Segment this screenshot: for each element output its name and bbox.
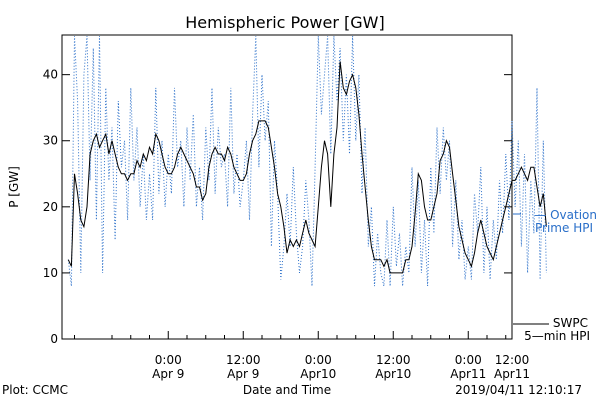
- series-swpc: [67, 61, 547, 274]
- y-axis: 0 10 20 30 40: [43, 68, 512, 346]
- plot-frame: [61, 34, 513, 340]
- x-tick-time-label: 0:00: [305, 353, 332, 367]
- chart-title: Hemispheric Power [GW]: [185, 13, 384, 32]
- x-tick-time-label: 0:00: [455, 353, 482, 367]
- y-axis-label: P [GW]: [7, 166, 21, 208]
- y-tick-label: 30: [43, 134, 58, 148]
- legend-swpc-line2: 5—min HPI: [524, 329, 590, 343]
- footer-source: Plot: CCMC: [2, 383, 68, 397]
- x-tick-time-label: 12:00: [376, 353, 411, 367]
- x-tick-date-label: Apr11: [450, 367, 486, 381]
- x-tick-time-label: 0:00: [155, 353, 182, 367]
- x-tick-time-label: 12:00: [226, 353, 261, 367]
- legend-swpc-line1: SWPC: [553, 316, 588, 330]
- swpc-hpi-line: [67, 61, 547, 274]
- x-tick-date-label: Apr10: [375, 367, 411, 381]
- series-ovation: [67, 35, 547, 287]
- x-tick-date-label: Apr 9: [152, 367, 184, 381]
- x-tick-date-label: Apr10: [300, 367, 336, 381]
- y-tick-label: 10: [43, 266, 58, 280]
- y-tick-label: 0: [50, 332, 58, 346]
- ovation-prime-hpi-line: [67, 35, 547, 287]
- x-axis-label: Date and Time: [243, 383, 331, 397]
- x-tick-date-label: Apr11: [494, 367, 530, 381]
- y-tick-label: 20: [43, 200, 58, 214]
- x-tick-date-label: Apr 9: [227, 367, 259, 381]
- footer-timestamp: 2019/04/11 12:10:17: [455, 383, 582, 397]
- legend-ovation-line2: Prime HPI: [535, 221, 593, 235]
- legend-ovation-line1: — Ovation: [534, 208, 597, 222]
- y-tick-label: 40: [43, 68, 58, 82]
- x-tick-time-label: 12:00: [495, 353, 530, 367]
